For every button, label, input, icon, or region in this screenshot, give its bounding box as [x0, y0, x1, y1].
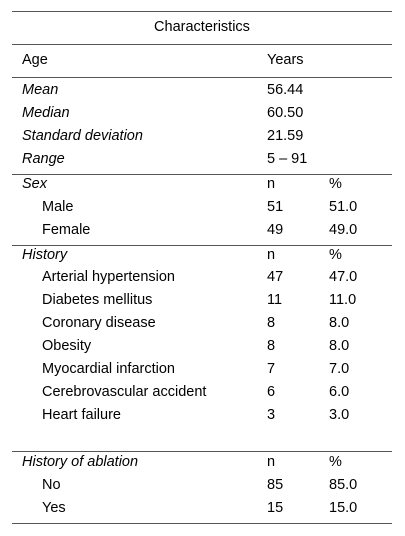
caption-rule — [12, 44, 392, 45]
row-pct: 6.0 — [329, 384, 350, 400]
row-pct: 47.0 — [329, 269, 358, 285]
bottom-rule — [12, 523, 392, 524]
row-n: 8 — [267, 338, 276, 354]
row-pct: 8.0 — [329, 338, 350, 354]
table-row: Yes 15 15.0 — [12, 497, 392, 519]
table-row: Female 49 49.0 — [12, 219, 392, 241]
table-row: Cerebrovascular accident 6 6.0 — [12, 381, 392, 403]
section-header-sex: Sex n % — [12, 173, 392, 195]
age-header-label: Age — [22, 52, 48, 68]
table-caption: Characteristics — [154, 19, 250, 35]
row-n: 11 — [267, 292, 283, 308]
section-rule — [12, 451, 392, 452]
row-label: Male — [42, 199, 74, 215]
row-n: 15 — [267, 500, 284, 516]
section-header-ablation: History of ablation n % — [12, 451, 392, 473]
row-value: 21.59 — [267, 128, 304, 144]
section-label: History — [22, 247, 68, 263]
row-pct: 11.0 — [329, 292, 357, 308]
table-row: Myocardial infarction 7 7.0 — [12, 358, 392, 380]
row-label: Coronary disease — [42, 315, 156, 331]
row-n: 6 — [267, 384, 276, 400]
row-value: 56.44 — [267, 82, 304, 98]
table-row: Male 51 51.0 — [12, 196, 392, 218]
row-pct: 85.0 — [329, 477, 358, 493]
row-n: 47 — [267, 269, 284, 285]
table-row: Range 5 – 91 — [12, 148, 392, 170]
section-rule — [12, 245, 392, 246]
row-label: Standard deviation — [22, 128, 143, 144]
n-header: n — [267, 454, 276, 470]
row-label: Cerebrovascular accident — [42, 384, 207, 400]
table-row: No 85 85.0 — [12, 474, 392, 496]
n-header: n — [267, 176, 276, 192]
section-label: History of ablation — [22, 454, 139, 470]
row-n: 51 — [267, 199, 284, 215]
row-value: 5 – 91 — [267, 151, 308, 167]
row-pct: 51.0 — [329, 199, 358, 215]
row-label: Mean — [22, 82, 59, 98]
row-pct: 8.0 — [329, 315, 350, 331]
table-row: Heart failure 3 3.0 — [12, 404, 392, 426]
table-row: Diabetes mellitus 11 11.0 — [12, 289, 392, 311]
row-pct: 49.0 — [329, 222, 358, 238]
row-label: Myocardial infarction — [42, 361, 175, 377]
table-row: Obesity 8 8.0 — [12, 335, 392, 357]
table-row: Median 60.50 — [12, 102, 392, 124]
header-row: Age Years — [12, 49, 392, 71]
header-rule — [12, 77, 392, 78]
row-n: 3 — [267, 407, 276, 423]
row-pct: 7.0 — [329, 361, 350, 377]
row-label: Diabetes mellitus — [42, 292, 153, 308]
row-label: Yes — [42, 500, 66, 516]
row-label: Heart failure — [42, 407, 121, 423]
row-pct: 3.0 — [329, 407, 350, 423]
row-n: 7 — [267, 361, 276, 377]
row-label: Female — [42, 222, 91, 238]
table-row: Mean 56.44 — [12, 79, 392, 101]
n-header: n — [267, 247, 276, 263]
pct-header: % — [329, 247, 342, 263]
section-label: Sex — [22, 176, 47, 192]
row-value: 60.50 — [267, 105, 304, 121]
section-rule — [12, 174, 392, 175]
table-row: Coronary disease 8 8.0 — [12, 312, 392, 334]
row-n: 8 — [267, 315, 276, 331]
pct-header: % — [329, 176, 342, 192]
table-row: Standard deviation 21.59 — [12, 125, 392, 147]
row-pct: 15.0 — [329, 500, 358, 516]
row-n: 85 — [267, 477, 284, 493]
row-label: Range — [22, 151, 65, 167]
top-rule — [12, 11, 392, 12]
pct-header: % — [329, 454, 342, 470]
section-header-history: History n % — [12, 244, 392, 266]
row-label: Arterial hypertension — [42, 269, 175, 285]
table-row: Arterial hypertension 47 47.0 — [12, 266, 392, 288]
row-label: No — [42, 477, 61, 493]
row-label: Obesity — [42, 338, 92, 354]
row-label: Median — [22, 105, 70, 121]
row-n: 49 — [267, 222, 284, 238]
years-header-label: Years — [267, 52, 304, 68]
